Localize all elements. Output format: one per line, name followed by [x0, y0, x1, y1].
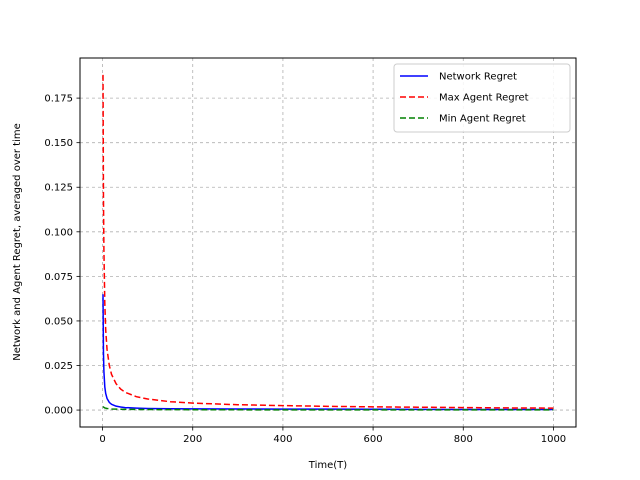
- x-axis-label: Time(T): [308, 460, 347, 471]
- legend-entry: Max Agent Regret: [439, 93, 529, 104]
- axis-ticks: 0 200 400 600 800 1000 0.000 0.025 0.050 0.075 0.1…: [44, 94, 566, 445]
- series-line: [102, 74, 554, 409]
- y-tick-label: 0.075: [44, 272, 73, 283]
- legend-entry: Network Regret: [439, 72, 517, 83]
- y-tick-label: 0.025: [44, 361, 73, 372]
- y-axis-label: Network and Agent Regret, averaged over …: [12, 123, 23, 361]
- series-line: [102, 294, 554, 411]
- x-tick-label: 600: [364, 434, 383, 445]
- legend-entry: Min Agent Regret: [439, 114, 526, 125]
- y-tick-label: 0.125: [44, 183, 73, 194]
- y-tick-label: 0.175: [44, 94, 73, 105]
- legend-box: [393, 63, 571, 133]
- series-lines: [102, 74, 554, 411]
- y-tick-label: 0.150: [44, 138, 73, 149]
- x-tick-label: 0: [99, 434, 105, 445]
- y-tick-label: 0.050: [44, 316, 73, 327]
- x-tick-label: 1000: [541, 434, 566, 445]
- x-tick-label: 800: [454, 434, 473, 445]
- series-line: [102, 405, 554, 411]
- plot-frame: [79, 57, 577, 428]
- y-tick-label: 0.000: [44, 406, 73, 417]
- legend: Network Regret Max Agent Regret Min Agent …: [393, 63, 571, 133]
- grid-lines: [80, 58, 576, 427]
- x-tick-label: 400: [273, 434, 292, 445]
- y-tick-label: 0.100: [44, 227, 73, 238]
- x-tick-label: 200: [183, 434, 202, 445]
